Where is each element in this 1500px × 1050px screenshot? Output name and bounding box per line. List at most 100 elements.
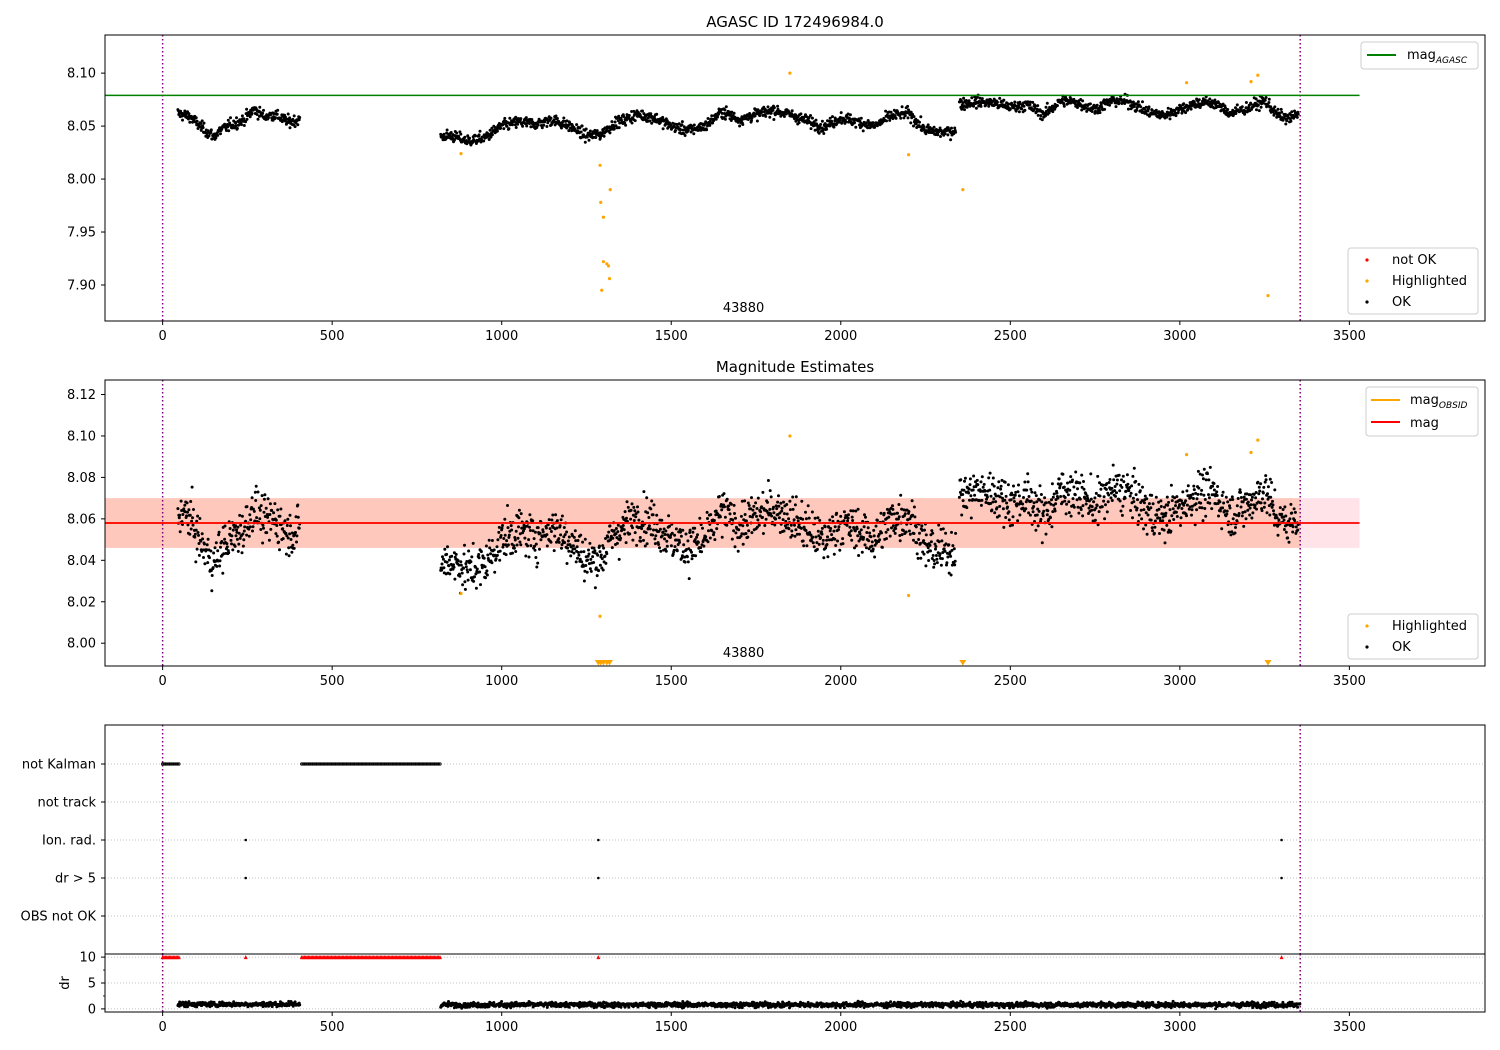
ok-point bbox=[866, 526, 870, 530]
ok-point bbox=[1033, 104, 1037, 108]
flag-point bbox=[1280, 876, 1283, 880]
ok-point bbox=[1044, 501, 1048, 505]
ok-point bbox=[450, 554, 454, 558]
ok-point bbox=[1150, 108, 1154, 112]
ok-point bbox=[716, 115, 720, 119]
ok-point bbox=[264, 506, 268, 510]
ok-point bbox=[1131, 100, 1135, 104]
highlighted-point bbox=[961, 188, 965, 192]
ok-point bbox=[1234, 112, 1238, 115]
ok-point bbox=[1201, 519, 1205, 523]
ok-point bbox=[503, 116, 507, 120]
ok-point bbox=[926, 123, 930, 127]
ok-point bbox=[1142, 501, 1146, 505]
ok-point bbox=[574, 560, 578, 564]
ok-point bbox=[713, 538, 717, 542]
ok-point bbox=[1034, 528, 1038, 532]
panel-title: AGASC ID 172496984.0 bbox=[706, 13, 884, 31]
ok-point bbox=[882, 511, 886, 515]
ok-point bbox=[1013, 100, 1017, 104]
ok-point bbox=[766, 105, 770, 109]
ok-point bbox=[1043, 496, 1047, 500]
ok-point bbox=[1217, 514, 1220, 518]
ok-point bbox=[851, 509, 855, 513]
ok-point bbox=[251, 525, 255, 529]
ok-point bbox=[1296, 112, 1300, 116]
ok-point bbox=[780, 509, 784, 513]
ok-point bbox=[485, 573, 489, 577]
ok-point bbox=[1244, 101, 1248, 104]
ok-point bbox=[1186, 484, 1190, 488]
ok-point bbox=[987, 476, 991, 480]
ok-point bbox=[979, 104, 983, 108]
ok-point bbox=[517, 508, 521, 512]
ok-point bbox=[1051, 495, 1055, 499]
ok-point bbox=[1174, 504, 1177, 508]
ok-point bbox=[242, 529, 246, 533]
ok-point bbox=[838, 548, 842, 552]
ok-point bbox=[973, 493, 977, 497]
ok-point bbox=[239, 120, 243, 124]
ok-point bbox=[617, 114, 621, 118]
ok-point bbox=[645, 542, 649, 546]
ok-point bbox=[965, 506, 969, 510]
ok-point bbox=[934, 547, 937, 551]
ok-point bbox=[1037, 509, 1041, 513]
ok-point bbox=[927, 559, 931, 562]
ok-point bbox=[1288, 517, 1292, 521]
ok-point bbox=[953, 559, 957, 563]
ok-point bbox=[914, 122, 918, 126]
ok-point bbox=[501, 123, 505, 127]
ok-point bbox=[1172, 518, 1176, 521]
y-tick-label: 8.05 bbox=[67, 120, 96, 135]
ok-point bbox=[1168, 519, 1171, 523]
ok-point bbox=[902, 116, 906, 120]
ok-point bbox=[814, 535, 818, 539]
ok-point bbox=[1285, 523, 1289, 527]
ok-point bbox=[1011, 515, 1015, 519]
ok-point bbox=[1272, 509, 1275, 513]
ok-point bbox=[854, 125, 858, 129]
ok-point bbox=[1294, 525, 1298, 529]
ok-point bbox=[759, 510, 763, 514]
ok-point bbox=[272, 112, 276, 116]
ok-point bbox=[1066, 481, 1069, 485]
ok-point bbox=[663, 537, 666, 541]
ok-point bbox=[949, 554, 953, 558]
ok-point bbox=[1064, 512, 1068, 516]
ok-point bbox=[222, 552, 226, 556]
ok-point bbox=[981, 485, 985, 489]
ok-point bbox=[1032, 501, 1036, 505]
ok-point bbox=[896, 511, 899, 515]
ok-point bbox=[284, 531, 288, 535]
ok-point bbox=[709, 513, 713, 517]
ok-point bbox=[753, 511, 757, 515]
ok-point bbox=[1185, 503, 1189, 507]
ok-point bbox=[864, 546, 868, 550]
ok-point bbox=[1240, 514, 1244, 518]
ok-point bbox=[254, 484, 258, 488]
ok-point bbox=[490, 133, 494, 137]
ok-point bbox=[612, 127, 616, 131]
ok-point bbox=[747, 504, 751, 507]
ok-point bbox=[988, 471, 992, 475]
ok-point bbox=[191, 516, 194, 520]
ok-point bbox=[1129, 509, 1133, 512]
ok-point bbox=[1011, 523, 1014, 527]
ok-point bbox=[507, 533, 511, 537]
ok-point bbox=[935, 557, 939, 561]
ok-point bbox=[946, 133, 950, 137]
ok-point bbox=[1282, 528, 1286, 531]
ok-point bbox=[1134, 493, 1138, 497]
ok-point bbox=[1112, 478, 1116, 482]
ok-point bbox=[477, 556, 481, 560]
ok-point bbox=[197, 553, 201, 557]
ok-point bbox=[1094, 491, 1098, 495]
ok-point bbox=[580, 124, 584, 128]
ok-point bbox=[459, 563, 463, 567]
flag-point bbox=[597, 838, 600, 842]
ok-point bbox=[1006, 102, 1010, 106]
ok-point bbox=[1023, 480, 1027, 484]
ok-point bbox=[1254, 491, 1258, 494]
